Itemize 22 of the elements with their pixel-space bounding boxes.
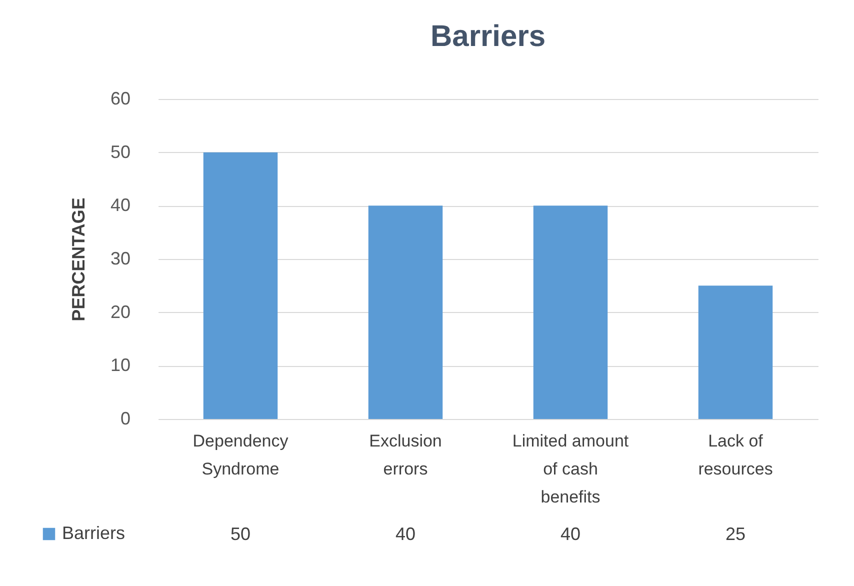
data-label: 50 [230, 524, 251, 544]
x-tick-label: Exclusion errors [369, 432, 442, 478]
y-axis-title: PERCENTAGE [68, 198, 88, 322]
bar [533, 206, 608, 419]
chart-title: Barriers [430, 20, 546, 53]
bar [698, 286, 773, 419]
y-tick-label: 40 [110, 195, 130, 216]
x-tick-label: Limited amount of cash benefits [512, 432, 629, 506]
y-tick-label: 60 [110, 88, 130, 108]
data-label: 25 [725, 524, 746, 544]
y-tick-label: 10 [110, 355, 130, 376]
x-tick-label: Dependency Syndrome [192, 432, 289, 478]
bar [203, 152, 278, 419]
y-tick-label: 30 [110, 248, 130, 268]
y-tick-label: 50 [110, 142, 130, 162]
y-tick-label: 0 [120, 408, 130, 428]
bar [368, 206, 443, 419]
legend-label: Barriers [62, 523, 126, 543]
x-tick-label: Lack of resources [698, 432, 773, 478]
data-label: 40 [560, 524, 581, 544]
y-tick-label: 20 [110, 302, 130, 322]
data-label: 40 [395, 524, 416, 544]
